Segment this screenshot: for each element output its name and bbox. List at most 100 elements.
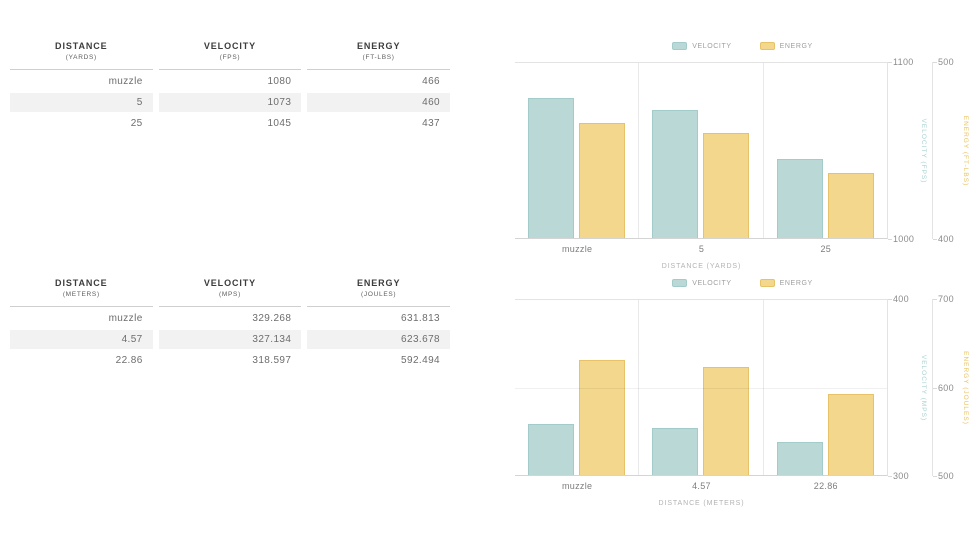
table-cell: muzzle	[108, 313, 143, 324]
axis-tick-mark	[888, 476, 892, 477]
column-header: VELOCITY (MPS)	[158, 278, 302, 307]
column-header: ENERGY (JOULES)	[307, 278, 450, 307]
bar-group	[638, 300, 762, 475]
column-unit: (FT-LBS)	[362, 54, 395, 61]
table-cell: 592.494	[401, 355, 440, 366]
velocity-axis: 400 300 VELOCITY (MPS)	[888, 294, 932, 481]
column-header: ENERGY (FT-LBS)	[307, 41, 450, 70]
axis-tick-label: 300	[893, 471, 909, 481]
axis-tick-label: 400	[938, 234, 954, 244]
x-tick-label: 25	[820, 243, 832, 254]
column-header: DISTANCE (YARDS)	[10, 41, 153, 70]
table-cell: 22.86	[115, 355, 143, 366]
column-unit: (YARDS)	[65, 54, 97, 61]
velocity-bar	[652, 427, 699, 475]
energy-bar	[703, 133, 750, 238]
legend-item-energy[interactable]: ENERGY	[759, 279, 813, 287]
x-tick-label: 5	[698, 243, 705, 254]
ballistics-table-metric: DISTANCE (METERS) VELOCITY (MPS) ENERGY (JOUL…	[10, 278, 450, 370]
table-cell: 460	[307, 93, 450, 112]
legend-item-velocity[interactable]: VELOCITY	[672, 42, 731, 50]
x-axis-title: DISTANCE (METERS)	[658, 500, 745, 507]
table-cell: muzzle	[108, 76, 143, 87]
column-unit: (MPS)	[219, 291, 241, 298]
bar-group	[762, 63, 887, 238]
energy-axis-title: ENERGY (FT-LBS)	[962, 115, 969, 186]
column-unit: (FPS)	[219, 54, 241, 61]
axis-tick-mark	[888, 62, 892, 63]
legend-label: VELOCITY	[692, 42, 732, 50]
x-tick-label: muzzle	[562, 243, 593, 254]
table-cell: 329.268	[252, 313, 292, 324]
chart-body: muzzle 5 25 DISTANCE (YARDS) 1100 1000 VELOC…	[515, 57, 970, 270]
axis-tick-mark	[933, 299, 937, 300]
plot-area	[515, 299, 888, 476]
column-header: DISTANCE (METERS)	[10, 278, 153, 307]
legend-label: ENERGY	[779, 42, 813, 50]
column-title: ENERGY	[356, 41, 401, 51]
table-cell: 1073	[158, 93, 302, 112]
energy-bar	[579, 359, 626, 475]
x-tick-label: 22.86	[813, 480, 838, 491]
table-cell: 5	[10, 93, 153, 112]
x-axis-title: DISTANCE (YARDS)	[661, 263, 742, 270]
chart-metric: VELOCITY ENERGY muzzle 4.57 22.86 DISTANCE …	[515, 277, 970, 507]
velocity-bar	[776, 159, 823, 238]
energy-bar	[579, 122, 626, 238]
column-title: VELOCITY	[203, 278, 257, 288]
energy-axis: 700 600 500 ENERGY (JOULES)	[932, 294, 970, 481]
velocity-bar	[528, 98, 575, 238]
column-title: DISTANCE	[55, 41, 108, 51]
legend-label: ENERGY	[779, 279, 813, 287]
energy-bar	[827, 394, 874, 475]
axis-tick-label: 1000	[893, 234, 915, 244]
velocity-axis-title: VELOCITY (MPS)	[920, 354, 927, 421]
column-unit: (JOULES)	[361, 291, 397, 298]
chart-legend: VELOCITY ENERGY	[515, 40, 970, 52]
axis-tick-mark	[933, 387, 937, 389]
legend-swatch-energy	[759, 42, 775, 50]
column-title: ENERGY	[356, 278, 401, 288]
axis-tick-label: 1100	[893, 57, 914, 67]
column-header: VELOCITY (FPS)	[158, 41, 302, 70]
axis-tick-mark	[933, 476, 937, 477]
legend-label: VELOCITY	[692, 279, 732, 287]
table-cell: 327.134	[158, 330, 302, 349]
table-cell: 318.597	[252, 355, 292, 366]
legend-swatch-velocity	[672, 42, 688, 50]
plot-wrap: muzzle 5 25 DISTANCE (YARDS)	[515, 62, 888, 270]
column-title: VELOCITY	[203, 41, 257, 51]
table-cell: 466	[422, 76, 440, 87]
ballistics-table-imperial: DISTANCE (YARDS) VELOCITY (FPS) ENERGY (FT-LB…	[10, 41, 450, 133]
bar-group	[515, 63, 638, 238]
table-cell: 25	[130, 118, 143, 129]
chart-imperial: VELOCITY ENERGY muzzle 5 25 DISTANCE (YARDS…	[515, 40, 970, 270]
legend-item-energy[interactable]: ENERGY	[759, 42, 813, 50]
axis-tick-label: 700	[938, 294, 954, 304]
bar-group	[638, 63, 762, 238]
legend-item-velocity[interactable]: VELOCITY	[672, 279, 731, 287]
column-unit: (METERS)	[62, 291, 100, 298]
energy-axis-title: ENERGY (JOULES)	[962, 350, 969, 425]
axis-tick-mark	[888, 299, 892, 300]
axis-tick-mark	[933, 62, 937, 63]
energy-axis: 500 400 ENERGY (FT-LBS)	[932, 57, 970, 244]
velocity-axis-title: VELOCITY (FPS)	[920, 118, 927, 183]
velocity-bar	[776, 442, 823, 475]
table-cell: 1080	[267, 76, 292, 87]
chart-body: muzzle 4.57 22.86 DISTANCE (METERS) 400 300…	[515, 294, 970, 507]
velocity-axis: 1100 1000 VELOCITY (FPS)	[888, 57, 932, 244]
legend-swatch-energy	[759, 279, 775, 287]
table-cell: 623.678	[307, 330, 450, 349]
velocity-bar	[652, 110, 699, 238]
x-tick-label: muzzle	[562, 480, 593, 491]
plot-area	[515, 62, 888, 239]
table-cell: 4.57	[10, 330, 153, 349]
axis-tick-mark	[933, 239, 937, 240]
legend-swatch-velocity	[672, 279, 688, 287]
bar-group	[762, 300, 887, 475]
bar-group	[515, 300, 638, 475]
energy-bar	[827, 173, 874, 238]
axis-tick-label: 400	[893, 294, 909, 304]
axis-tick-label: 500	[938, 471, 954, 481]
